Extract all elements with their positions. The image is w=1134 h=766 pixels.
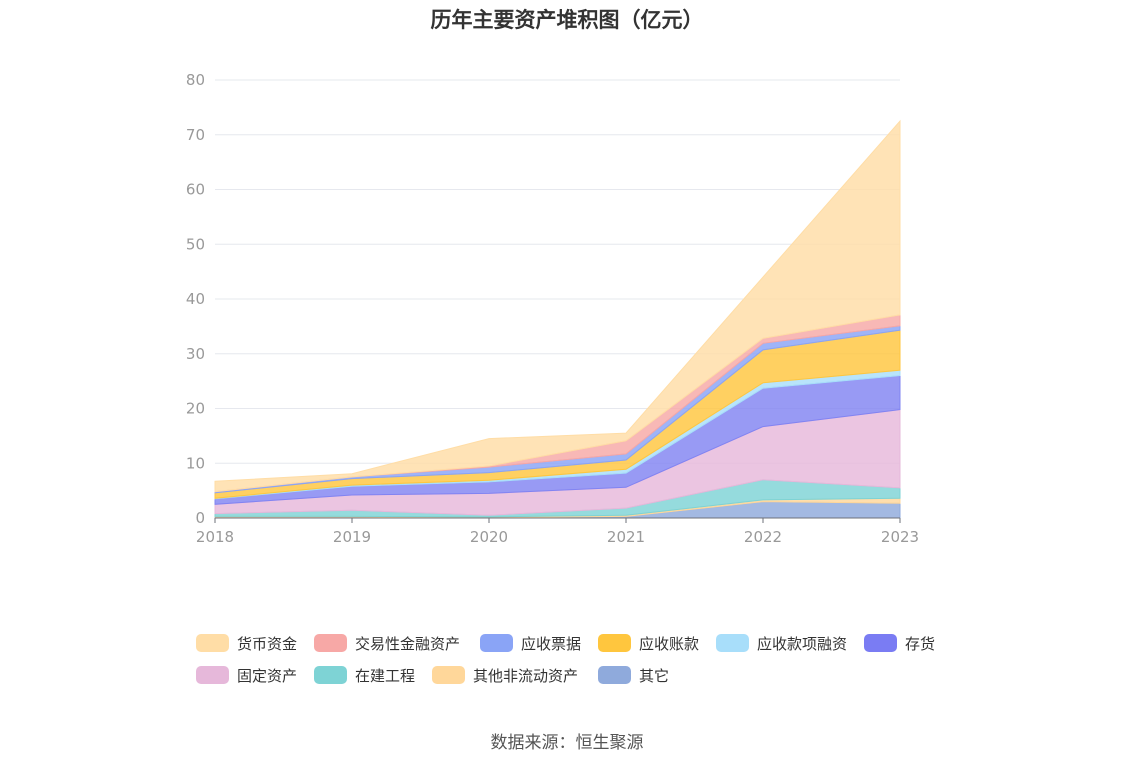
y-tick-label: 70 [186,126,205,144]
y-tick-label: 60 [186,181,205,199]
legend-label: 固定资产 [237,666,298,685]
legend-swatch [598,634,631,652]
legend-label: 存货 [905,634,936,653]
data-source-note: 数据来源：恒生聚源 [490,733,644,753]
y-tick-label: 10 [186,454,205,472]
chart-plot: 0 10 20 30 40 50 60 70 80 2018 2019 2020 2021 2022 202… [186,71,919,546]
legend-label: 在建工程 [355,666,416,685]
legend-swatch [314,634,347,652]
legend-swatch [196,666,229,684]
area-series [214,119,901,519]
area-series-9[interactable] [214,119,901,493]
y-tick-label: 80 [186,71,205,89]
legend-label: 其它 [639,666,670,685]
legend-label: 交易性金融资产 [355,634,461,653]
legend-item[interactable]: 交易性金融资产 [314,630,460,656]
legend-label: 应收款项融资 [757,634,848,653]
y-tick-label: 0 [195,509,205,527]
legend-label: 应收账款 [639,634,700,653]
legend-swatch [196,634,229,652]
legend-item[interactable]: 应收票据 [480,630,581,656]
axes: 0 10 20 30 40 50 60 70 80 2018 2019 2020 2021 2022 202… [186,71,919,546]
legend-swatch [598,666,631,684]
y-tick-label: 40 [186,290,205,308]
legend-swatch [864,634,897,652]
x-tick-label: 2019 [333,528,371,546]
legend-label: 其他非流动资产 [473,666,579,685]
y-tick-label: 20 [186,400,205,418]
legend-item[interactable]: 其它 [598,662,669,688]
legend-swatch [314,666,347,684]
legend-item[interactable]: 应收账款 [598,630,699,656]
legend-swatch [716,634,749,652]
legend-item[interactable]: 其他非流动资产 [432,662,578,688]
legend-swatch [480,634,513,652]
legend-item[interactable]: 在建工程 [314,662,415,688]
x-tick-label: 2020 [470,528,508,546]
x-tick-label: 2023 [881,528,919,546]
legend-swatch [432,666,465,684]
legend-label: 货币资金 [237,634,298,653]
legend-item[interactable]: 固定资产 [196,662,297,688]
legend-label: 应收票据 [521,634,582,653]
y-tick-label: 50 [186,235,205,253]
grid-lines [215,79,900,464]
x-tick-label: 2022 [744,528,782,546]
legend-item[interactable]: 应收款项融资 [716,630,847,656]
chart-title: 历年主要资产堆积图（亿元） [430,8,704,32]
legend-item[interactable]: 存货 [864,630,935,656]
legend-item[interactable]: 货币资金 [196,630,297,656]
x-tick-label: 2021 [607,528,645,546]
x-tick-label: 2018 [196,528,234,546]
y-tick-label: 30 [186,345,205,363]
